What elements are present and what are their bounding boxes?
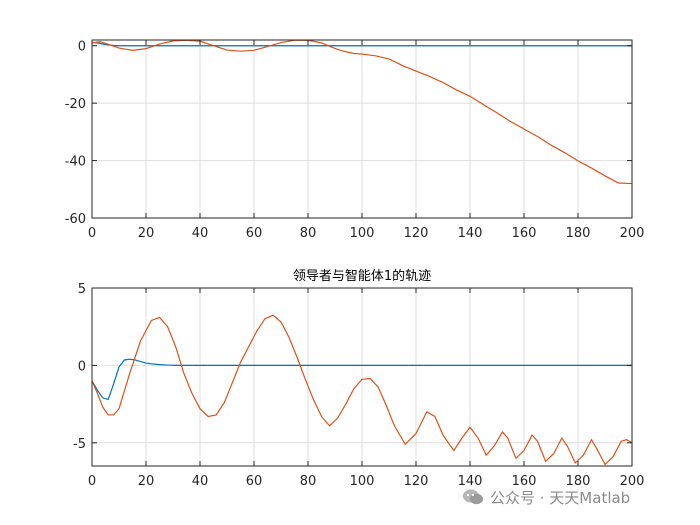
x-tick-label: 20 [138, 474, 155, 489]
x-tick-label: 40 [192, 226, 209, 241]
x-tick-label: 140 [458, 474, 483, 489]
y-tick-label: -20 [65, 97, 86, 112]
y-tick-label: 0 [78, 359, 86, 374]
y-tick-label: -5 [73, 437, 86, 452]
x-tick-label: 200 [620, 226, 645, 241]
x-tick-label: 120 [404, 474, 429, 489]
x-tick-label: 120 [404, 226, 429, 241]
x-tick-label: 40 [192, 474, 209, 489]
series-1-line [92, 40, 632, 185]
series-0-line [92, 358, 632, 401]
x-tick-label: 180 [566, 474, 591, 489]
series-0-line [92, 41, 632, 47]
x-tick-label: 0 [88, 474, 96, 489]
x-tick-label: 100 [350, 226, 375, 241]
x-tick-label: 0 [88, 226, 96, 241]
x-tick-label: 60 [246, 474, 263, 489]
x-tick-label: 20 [138, 226, 155, 241]
x-tick-label: 140 [458, 226, 483, 241]
y-tick-label: 0 [78, 40, 86, 55]
series-1-line [92, 314, 632, 466]
watermark: 公众号 · 天天Matlab [462, 487, 630, 508]
x-tick-label: 60 [246, 226, 263, 241]
y-tick-label: 5 [78, 282, 86, 297]
bottom-subplot: 0 20 40 60 80 100 120 140 160 180 200 -5 0 5 领导者与智能体1的… [73, 268, 644, 489]
x-tick-label: 80 [300, 474, 317, 489]
x-tick-label: 80 [300, 226, 317, 241]
x-tick-label: 100 [350, 474, 375, 489]
y-tick-label: -40 [65, 155, 86, 170]
y-tick-label: -60 [65, 212, 86, 227]
chart-title: 领导者与智能体1的轨迹 [293, 268, 431, 284]
wechat-icon [463, 489, 483, 505]
watermark-text: 公众号 · 天天Matlab [490, 489, 631, 507]
x-tick-label: 200 [620, 474, 645, 489]
x-tick-label: 160 [512, 474, 537, 489]
top-subplot: 0 20 40 60 80 100 120 140 160 180 200 -60 -40 -20 0 [65, 39, 645, 241]
x-tick-label: 160 [512, 226, 537, 241]
x-tick-label: 180 [566, 226, 591, 241]
